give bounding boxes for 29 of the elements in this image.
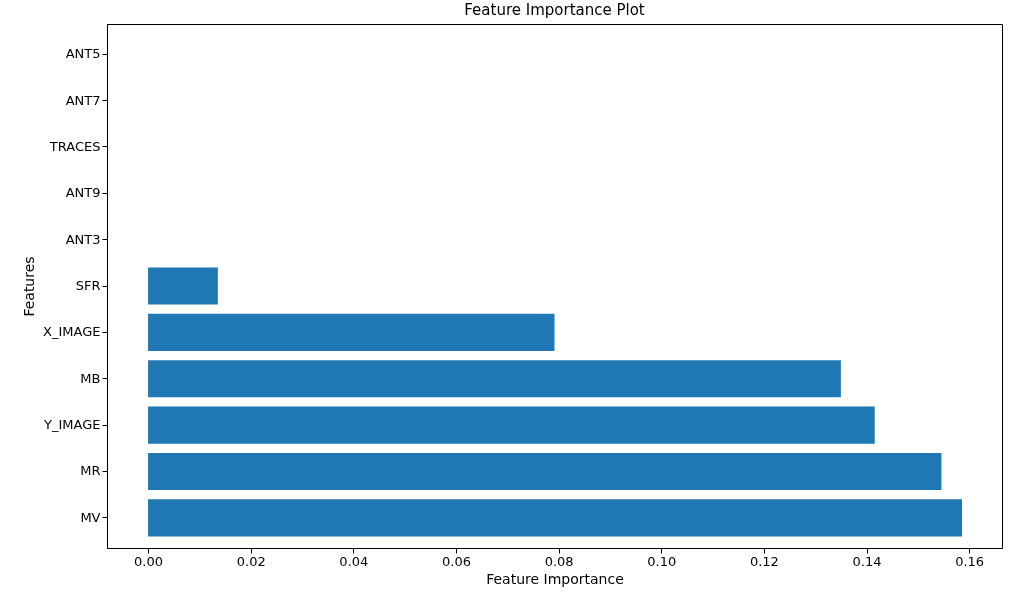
- x-tick-label: 0.12: [749, 553, 779, 569]
- y-tick-label: TRACES: [48, 138, 101, 154]
- x-axis-title: Feature Importance: [486, 570, 624, 587]
- y-tick-label: SFR: [75, 278, 101, 293]
- y-tick-label: Y_IMAGE: [43, 417, 101, 433]
- x-tick-label: 0.06: [441, 553, 471, 569]
- bar: [148, 406, 875, 444]
- x-tick-label: 0.16: [955, 553, 985, 569]
- bar: [148, 452, 942, 491]
- y-tick-label: ANT7: [65, 92, 101, 108]
- y-tick-label: X_IMAGE: [43, 324, 101, 340]
- y-tick-label: ANT5: [65, 46, 101, 62]
- chart-title: Feature Importance Plot: [464, 1, 645, 19]
- y-tick-label: MR: [80, 463, 101, 479]
- y-tick-label: ANT9: [65, 185, 101, 201]
- x-tick-label: 0.10: [647, 553, 677, 569]
- x-tick-label: 0.04: [339, 553, 369, 569]
- bar: [148, 360, 841, 398]
- x-tick-label: 0.08: [544, 553, 574, 569]
- bar: [148, 267, 218, 305]
- x-tick-label: 0.02: [236, 553, 266, 569]
- bar: [148, 313, 555, 351]
- y-tick-label: MB: [80, 370, 101, 386]
- x-tick-label: 0.14: [852, 553, 882, 569]
- x-tick-label: 0.00: [134, 553, 164, 569]
- bar: [148, 499, 962, 537]
- y-axis-title: Features: [21, 256, 38, 317]
- y-tick-label: MV: [80, 509, 101, 525]
- y-tick-label: ANT3: [65, 231, 101, 247]
